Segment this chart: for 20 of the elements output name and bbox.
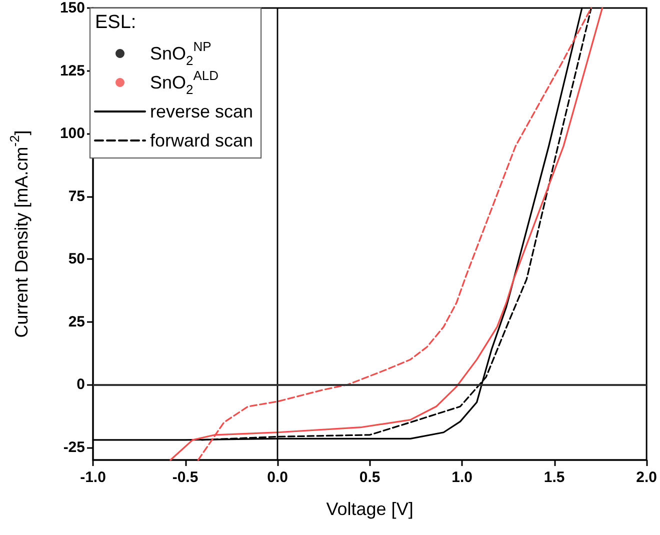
y-tick-label: 75 — [68, 188, 85, 205]
y-tick-label: 25 — [68, 313, 85, 330]
x-tick-label: 1.5 — [544, 469, 565, 486]
x-tick-label: 0.0 — [267, 469, 288, 486]
y-tick-label: 100 — [60, 125, 85, 142]
x-tick-label: -0.5 — [172, 469, 198, 486]
legend-label: forward scan — [150, 130, 254, 150]
y-tick-label: 150 — [60, 0, 85, 16]
y-tick-label: 50 — [68, 250, 85, 268]
y-tick-label: 0 — [76, 376, 85, 394]
legend-label: reverse scan — [150, 102, 254, 122]
x-tick-label: -1.0 — [80, 469, 106, 486]
x-tick-label: 1.0 — [452, 469, 472, 486]
legend-title: ESL: — [95, 12, 136, 33]
y-tick-label: -25 — [63, 438, 85, 456]
y-axis-title: Current Density [mA.cm-2] — [7, 130, 32, 338]
x-tick-label: 0.5 — [359, 469, 380, 486]
x-tick-label: 2.0 — [636, 469, 658, 486]
y-tick-label: 125 — [60, 62, 85, 80]
x-axis-title: Voltage [V] — [326, 499, 414, 519]
